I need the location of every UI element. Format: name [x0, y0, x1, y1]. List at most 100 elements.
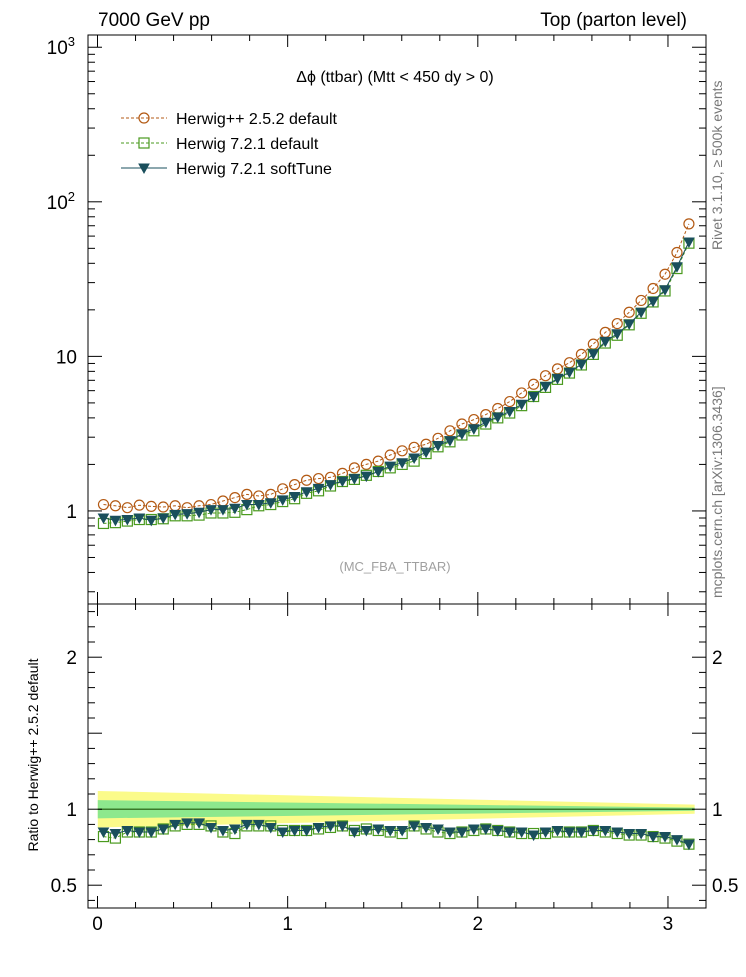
- main-point: [229, 491, 241, 504]
- y-tick-label: 1: [66, 502, 77, 523]
- ratio-y-tick-label: 0.5: [712, 876, 738, 897]
- main-point: [145, 500, 157, 512]
- main-point: [181, 509, 193, 520]
- ratio-point: [169, 819, 182, 831]
- main-point: [539, 370, 552, 382]
- ratio-point: [217, 825, 229, 837]
- ratio-point: [121, 825, 134, 837]
- y-tick-label: 10: [56, 347, 77, 368]
- main-series-0: [97, 218, 695, 514]
- ratio-point: [384, 825, 397, 837]
- main-series-2: [97, 237, 695, 527]
- main-point: [504, 395, 516, 408]
- ratio-point: [647, 832, 659, 843]
- main-point: [301, 474, 313, 486]
- legend-entry: Herwig++ 2.5.2 default: [121, 111, 338, 128]
- main-point: [683, 237, 695, 248]
- y-tick-label: 102: [47, 189, 75, 214]
- main-point: [384, 461, 397, 473]
- x-tick-label: 1: [282, 914, 293, 935]
- main-point: [229, 503, 241, 515]
- main-point: [241, 488, 253, 500]
- ratio-point: [205, 822, 217, 834]
- ratio-point: [659, 832, 671, 843]
- ratio-panel: 0.5 0.5 1 1 2 2 0 1 2 3: [51, 603, 738, 935]
- main-point: [360, 471, 373, 483]
- legend-label: Herwig++ 2.5.2 default: [176, 111, 338, 128]
- main-point: [444, 425, 456, 437]
- main-point: [217, 505, 229, 516]
- main-point: [372, 466, 385, 478]
- main-point: [312, 472, 325, 485]
- main-point: [683, 218, 695, 230]
- main-point: [551, 373, 564, 385]
- ratio-point: [611, 827, 624, 839]
- main-point: [277, 483, 289, 495]
- ratio-point: [599, 825, 612, 837]
- ratio-point: [97, 827, 110, 839]
- ratio-y-tick-label: 1: [712, 800, 723, 821]
- ratio-point: [241, 819, 253, 831]
- ratio-point: [479, 824, 492, 835]
- ratio-y-tick-label: 1: [66, 800, 77, 821]
- main-point: [360, 458, 372, 471]
- main-panel: 1 10 102 103: [47, 34, 707, 605]
- ratio-point: [468, 824, 480, 835]
- ratio-point: [587, 825, 600, 837]
- main-point: [420, 447, 432, 459]
- main-point: [288, 492, 301, 503]
- main-point: [145, 515, 158, 527]
- main-point: [324, 480, 337, 491]
- main-point: [312, 483, 325, 495]
- main-series-line: [103, 241, 690, 521]
- ratio-point: [336, 821, 349, 832]
- main-point: [635, 294, 647, 307]
- main-point: [372, 455, 384, 467]
- ratio-point: [623, 829, 636, 840]
- ratio-point: [456, 827, 468, 839]
- x-tick-label: 3: [663, 914, 674, 935]
- main-point: [348, 474, 361, 485]
- main-point: [384, 449, 396, 461]
- main-point: [300, 487, 313, 498]
- legend-marker: [138, 137, 150, 149]
- main-point: [587, 338, 599, 350]
- main-series-line: [103, 242, 690, 524]
- main-point: [563, 357, 576, 369]
- ratio-point: [109, 829, 122, 840]
- ratio-point: [264, 822, 277, 834]
- main-point: [289, 479, 301, 491]
- main-point: [133, 499, 145, 511]
- main-point: [659, 268, 671, 280]
- legend-label: Herwig 7.2.1 default: [176, 136, 319, 153]
- main-point: [491, 412, 504, 424]
- main-point: [121, 502, 133, 514]
- ratio-point: [396, 825, 409, 837]
- main-point: [97, 513, 110, 525]
- ratio-y-tick-label: 0.5: [51, 876, 77, 897]
- main-point: [611, 329, 624, 340]
- main-series-line: [103, 223, 690, 509]
- ratio-point: [348, 827, 361, 839]
- main-point: [133, 513, 146, 525]
- ratio-point: [444, 827, 456, 839]
- ratio-point: [635, 829, 647, 840]
- main-point: [348, 462, 360, 474]
- main-point: [157, 501, 169, 513]
- main-point: [647, 296, 659, 308]
- main-point: [575, 348, 587, 360]
- ratio-point: [145, 827, 158, 839]
- main-point: [671, 246, 683, 259]
- header-right: Top (parton level): [540, 10, 687, 31]
- y-tick-label: 103: [47, 34, 75, 59]
- ratio-point: [491, 825, 504, 837]
- main-point: [396, 458, 409, 469]
- main-point: [408, 453, 420, 465]
- legend-entry: Herwig 7.2.1 softTune: [121, 161, 332, 178]
- ratio-point: [671, 835, 683, 846]
- main-point: [516, 387, 528, 399]
- main-point: [205, 505, 217, 516]
- main-point: [456, 429, 468, 440]
- main-point: [623, 306, 635, 318]
